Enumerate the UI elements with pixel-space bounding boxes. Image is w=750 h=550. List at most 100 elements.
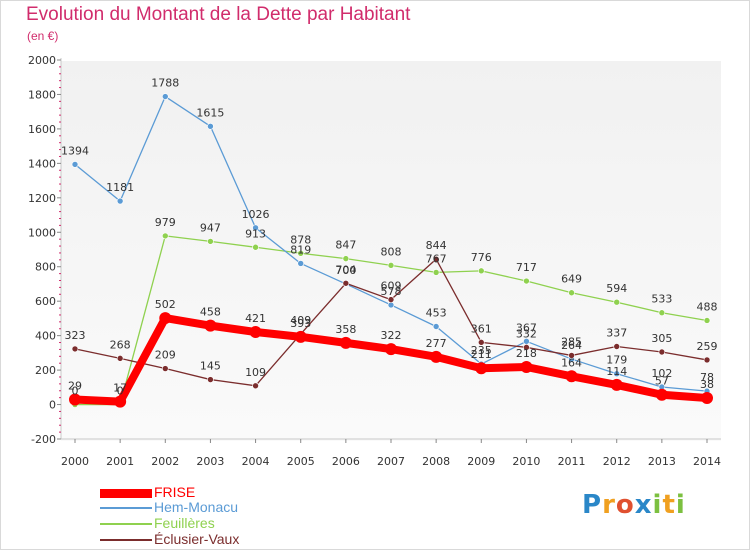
y-tick-label: 1000 <box>28 226 56 239</box>
data-label: 277 <box>426 337 447 350</box>
data-label: 38 <box>700 378 714 391</box>
data-label: 704 <box>335 263 356 276</box>
data-label: 421 <box>245 312 266 325</box>
data-point <box>475 362 488 375</box>
y-tick-label: 600 <box>35 295 56 308</box>
data-point <box>658 348 666 356</box>
data-label: 57 <box>655 375 669 388</box>
data-point <box>252 243 259 251</box>
data-label: 502 <box>155 298 176 311</box>
data-point <box>477 339 485 346</box>
data-point <box>387 262 395 269</box>
legend-label: Hem-Monacu <box>154 499 239 515</box>
data-label: 1181 <box>106 181 134 194</box>
proxiti-logo: Proxiti <box>582 490 686 520</box>
data-point <box>385 343 397 356</box>
data-point <box>342 255 350 262</box>
data-label: 0 <box>72 385 79 398</box>
data-point <box>342 279 350 287</box>
data-point <box>613 343 621 350</box>
data-label: 264 <box>561 339 582 352</box>
data-point <box>207 238 214 245</box>
chart-subtitle: (en €) <box>27 29 59 43</box>
data-point <box>610 378 623 391</box>
data-point <box>252 224 259 232</box>
data-point <box>432 323 440 330</box>
x-tick-label: 2001 <box>106 455 134 468</box>
data-label: 847 <box>335 239 356 252</box>
legend-swatch <box>100 507 152 509</box>
x-tick-label: 2000 <box>61 455 89 468</box>
data-label: 453 <box>426 307 447 320</box>
data-label: 393 <box>290 317 311 330</box>
data-point <box>297 260 305 267</box>
data-point <box>387 296 395 303</box>
legend-item: Hem-Monacu <box>100 499 400 516</box>
data-label: 767 <box>426 252 447 265</box>
data-label: 323 <box>65 329 86 342</box>
legend-item: Éclusier-Vaux <box>100 531 400 548</box>
data-point <box>477 267 485 275</box>
data-point <box>161 365 169 372</box>
data-label: 322 <box>381 329 402 342</box>
data-label: 1615 <box>196 106 224 119</box>
x-tick-label: 2012 <box>603 455 631 468</box>
x-tick-label: 2008 <box>422 455 450 468</box>
data-point <box>613 298 621 306</box>
x-tick-label: 2013 <box>648 455 676 468</box>
data-label: 305 <box>651 332 672 345</box>
y-tick-label: 800 <box>35 261 56 274</box>
data-label: 947 <box>200 221 221 234</box>
data-label: 211 <box>471 348 492 361</box>
data-label: 808 <box>381 245 402 258</box>
data-point <box>114 395 127 408</box>
y-tick-label: 1400 <box>28 157 56 170</box>
x-tick-label: 2003 <box>196 455 224 468</box>
data-label: 358 <box>335 323 356 336</box>
y-tick-label: 1200 <box>28 192 56 205</box>
data-point <box>658 309 666 317</box>
x-tick-label: 2006 <box>332 455 360 468</box>
data-label: 361 <box>471 322 492 335</box>
data-label: 0 <box>117 385 124 398</box>
data-label: 409 <box>290 314 311 327</box>
legend-swatch <box>100 539 152 541</box>
data-label: 114 <box>606 365 627 378</box>
x-tick-label: 2007 <box>377 455 405 468</box>
data-point <box>69 393 81 406</box>
data-label: 776 <box>471 251 492 264</box>
legend-label: Feuillères <box>154 515 215 531</box>
data-point <box>207 376 214 383</box>
data-point <box>523 277 530 285</box>
data-label: 179 <box>606 354 627 367</box>
data-label: 145 <box>200 360 221 373</box>
x-tick-label: 2002 <box>151 455 179 468</box>
data-point <box>297 249 305 257</box>
x-tick-label: 2009 <box>467 455 495 468</box>
data-point <box>430 350 443 363</box>
data-label: 109 <box>245 366 266 379</box>
data-label: 609 <box>381 280 402 293</box>
data-label: 979 <box>155 216 176 229</box>
y-tick-label: 1600 <box>28 123 56 136</box>
data-label: 1788 <box>151 77 179 90</box>
data-point <box>159 312 172 325</box>
data-label: 878 <box>290 233 311 246</box>
data-point <box>520 360 533 373</box>
data-label: 164 <box>561 356 582 369</box>
x-tick-label: 2014 <box>693 455 721 468</box>
x-tick-label: 2005 <box>287 455 315 468</box>
data-label: 717 <box>516 261 537 274</box>
data-label: 235 <box>471 344 492 357</box>
data-point <box>613 370 621 378</box>
data-label: 285 <box>561 335 582 348</box>
data-point <box>339 336 352 349</box>
y-tick-label: 1800 <box>28 88 56 101</box>
data-label: 218 <box>516 347 537 360</box>
data-point <box>432 255 440 263</box>
data-label: 78 <box>700 371 714 384</box>
data-label: 1394 <box>61 144 89 157</box>
legend-item: Feuillères <box>100 515 400 532</box>
y-tick-label: 200 <box>35 364 56 377</box>
